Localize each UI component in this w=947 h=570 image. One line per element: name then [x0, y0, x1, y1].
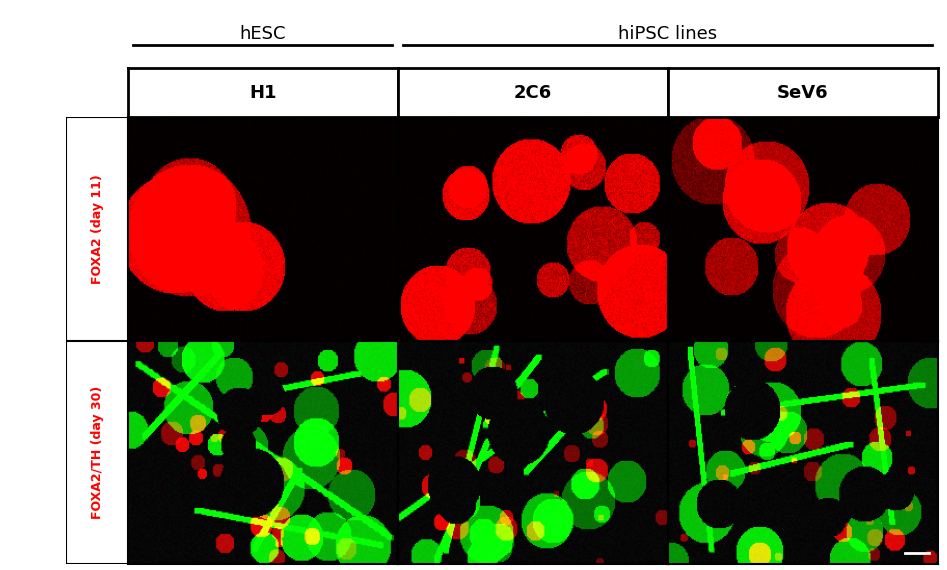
Text: FOXA2/TH (day 30): FOXA2/TH (day 30) — [91, 386, 103, 519]
Text: H1: H1 — [249, 84, 277, 101]
Text: hESC: hESC — [240, 25, 286, 43]
FancyBboxPatch shape — [66, 117, 128, 341]
Text: SeV6: SeV6 — [777, 84, 829, 101]
Text: 2C6: 2C6 — [513, 84, 552, 101]
FancyBboxPatch shape — [66, 341, 128, 564]
Text: hiPSC lines: hiPSC lines — [618, 25, 717, 43]
Text: FOXA2 (day 11): FOXA2 (day 11) — [91, 174, 103, 284]
